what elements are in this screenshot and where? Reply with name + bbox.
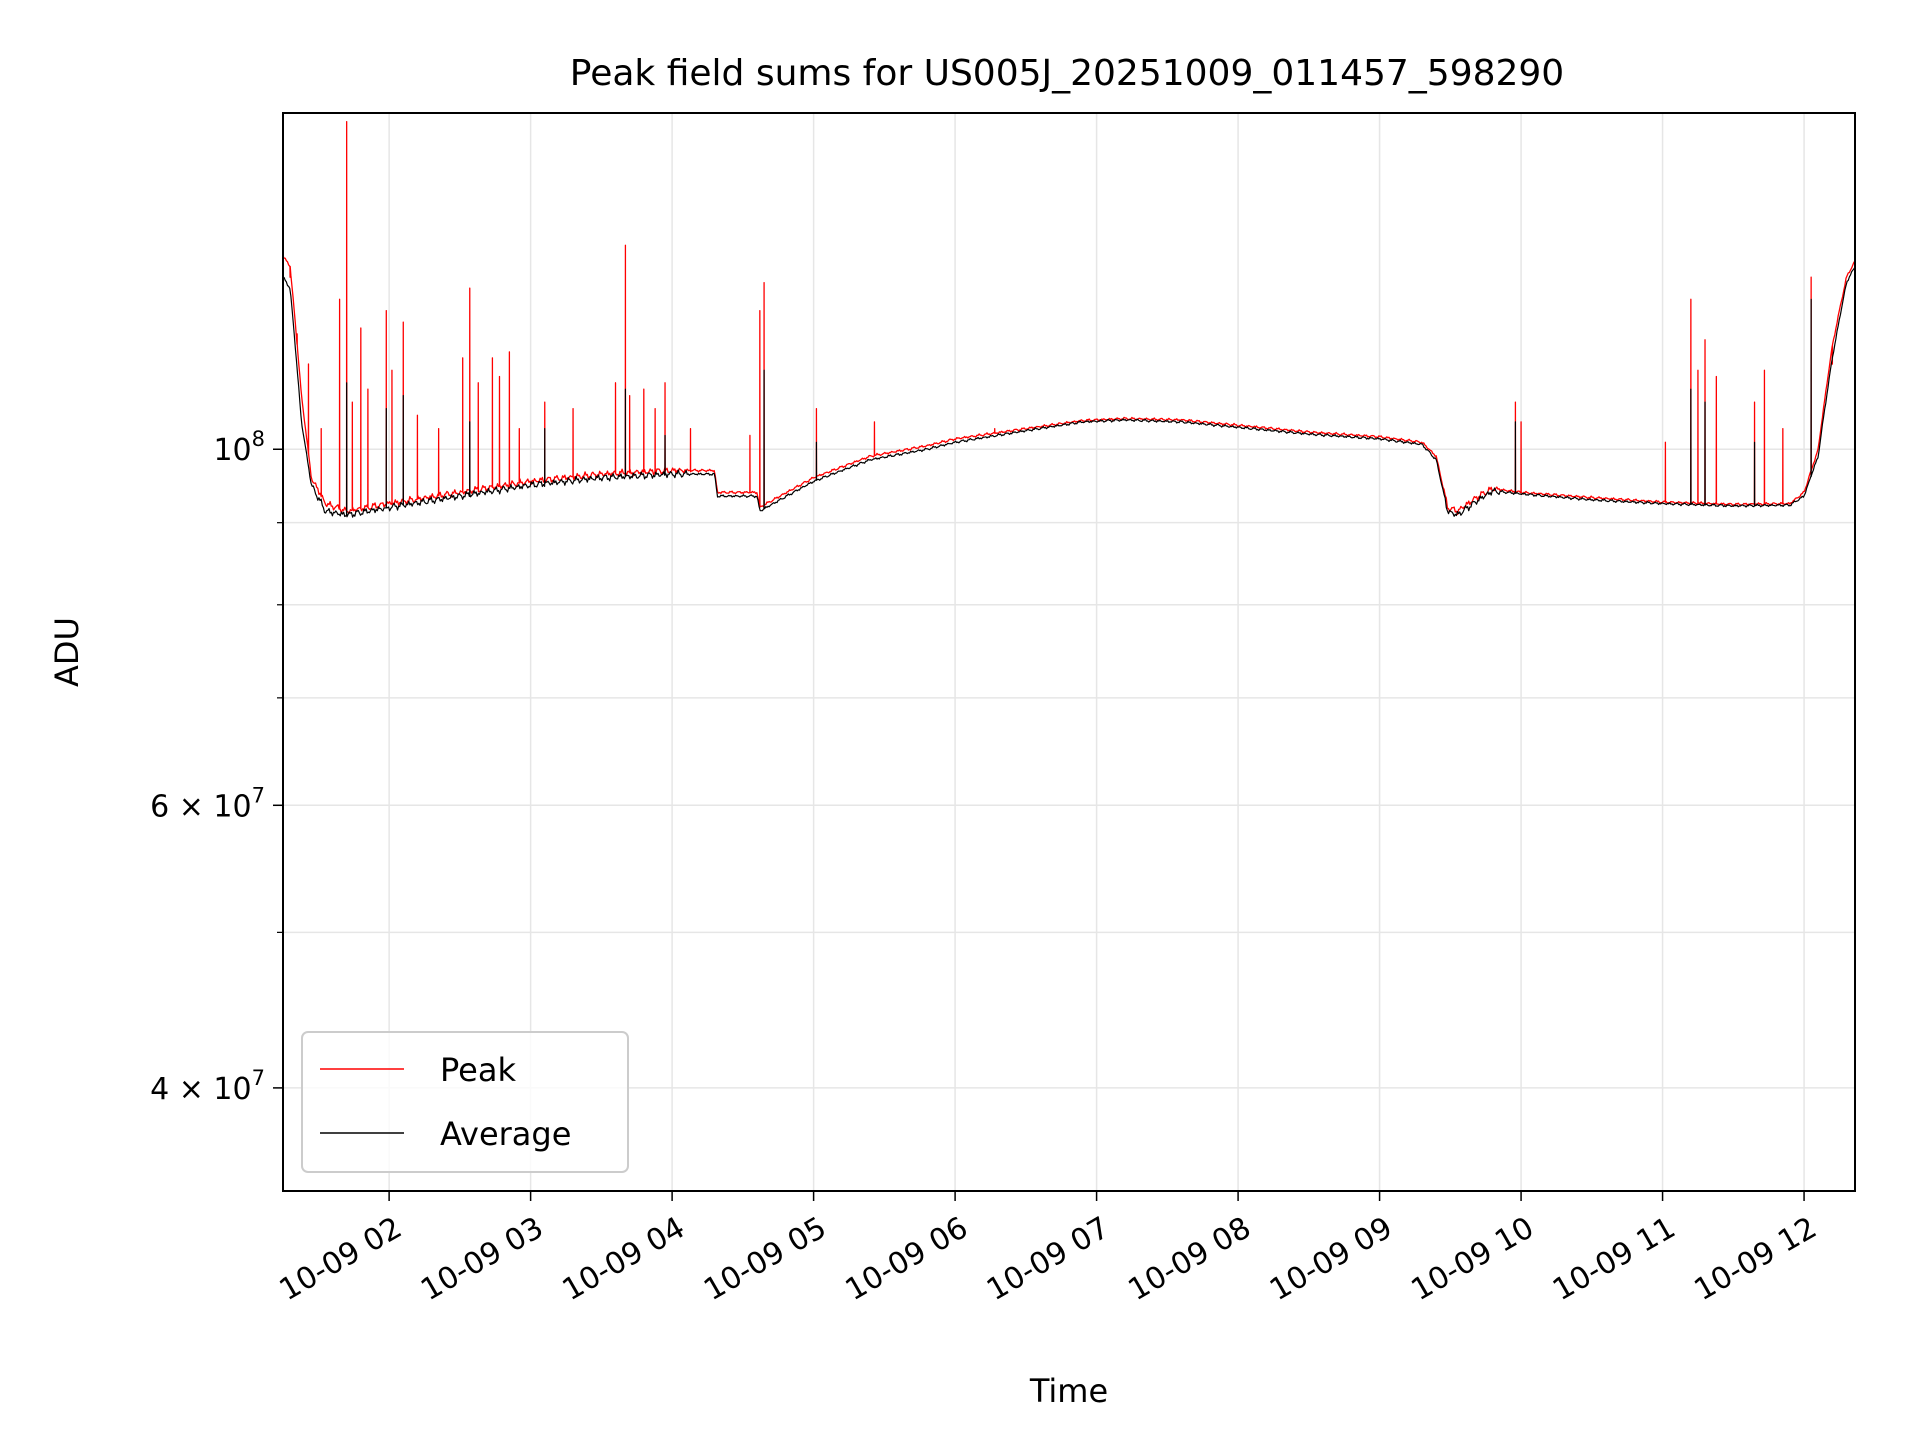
y-axis: 4 × 107 6 × 107 108: [150, 427, 283, 1107]
legend-label-average: Average: [440, 1115, 571, 1153]
x-axis-label: Time: [1029, 1372, 1108, 1410]
y-tick-label: 6 × 107: [150, 783, 265, 824]
y-tick-label: 108: [213, 427, 265, 468]
legend-label-peak: Peak: [440, 1051, 516, 1089]
series-line-peak: [282, 121, 1856, 516]
y-axis-label: ADU: [48, 617, 86, 687]
grid: [283, 113, 1855, 1191]
series-line-average: [282, 266, 1856, 518]
legend-box: [301, 1031, 629, 1173]
y-tick-label: 4 × 107: [150, 1066, 265, 1107]
plot-area: [282, 121, 1856, 518]
plot-frame: [282, 112, 1856, 1192]
chart-title: Peak field sums for US005J_20251009_0114…: [570, 53, 1564, 94]
legend: Peak Average: [301, 1031, 629, 1173]
